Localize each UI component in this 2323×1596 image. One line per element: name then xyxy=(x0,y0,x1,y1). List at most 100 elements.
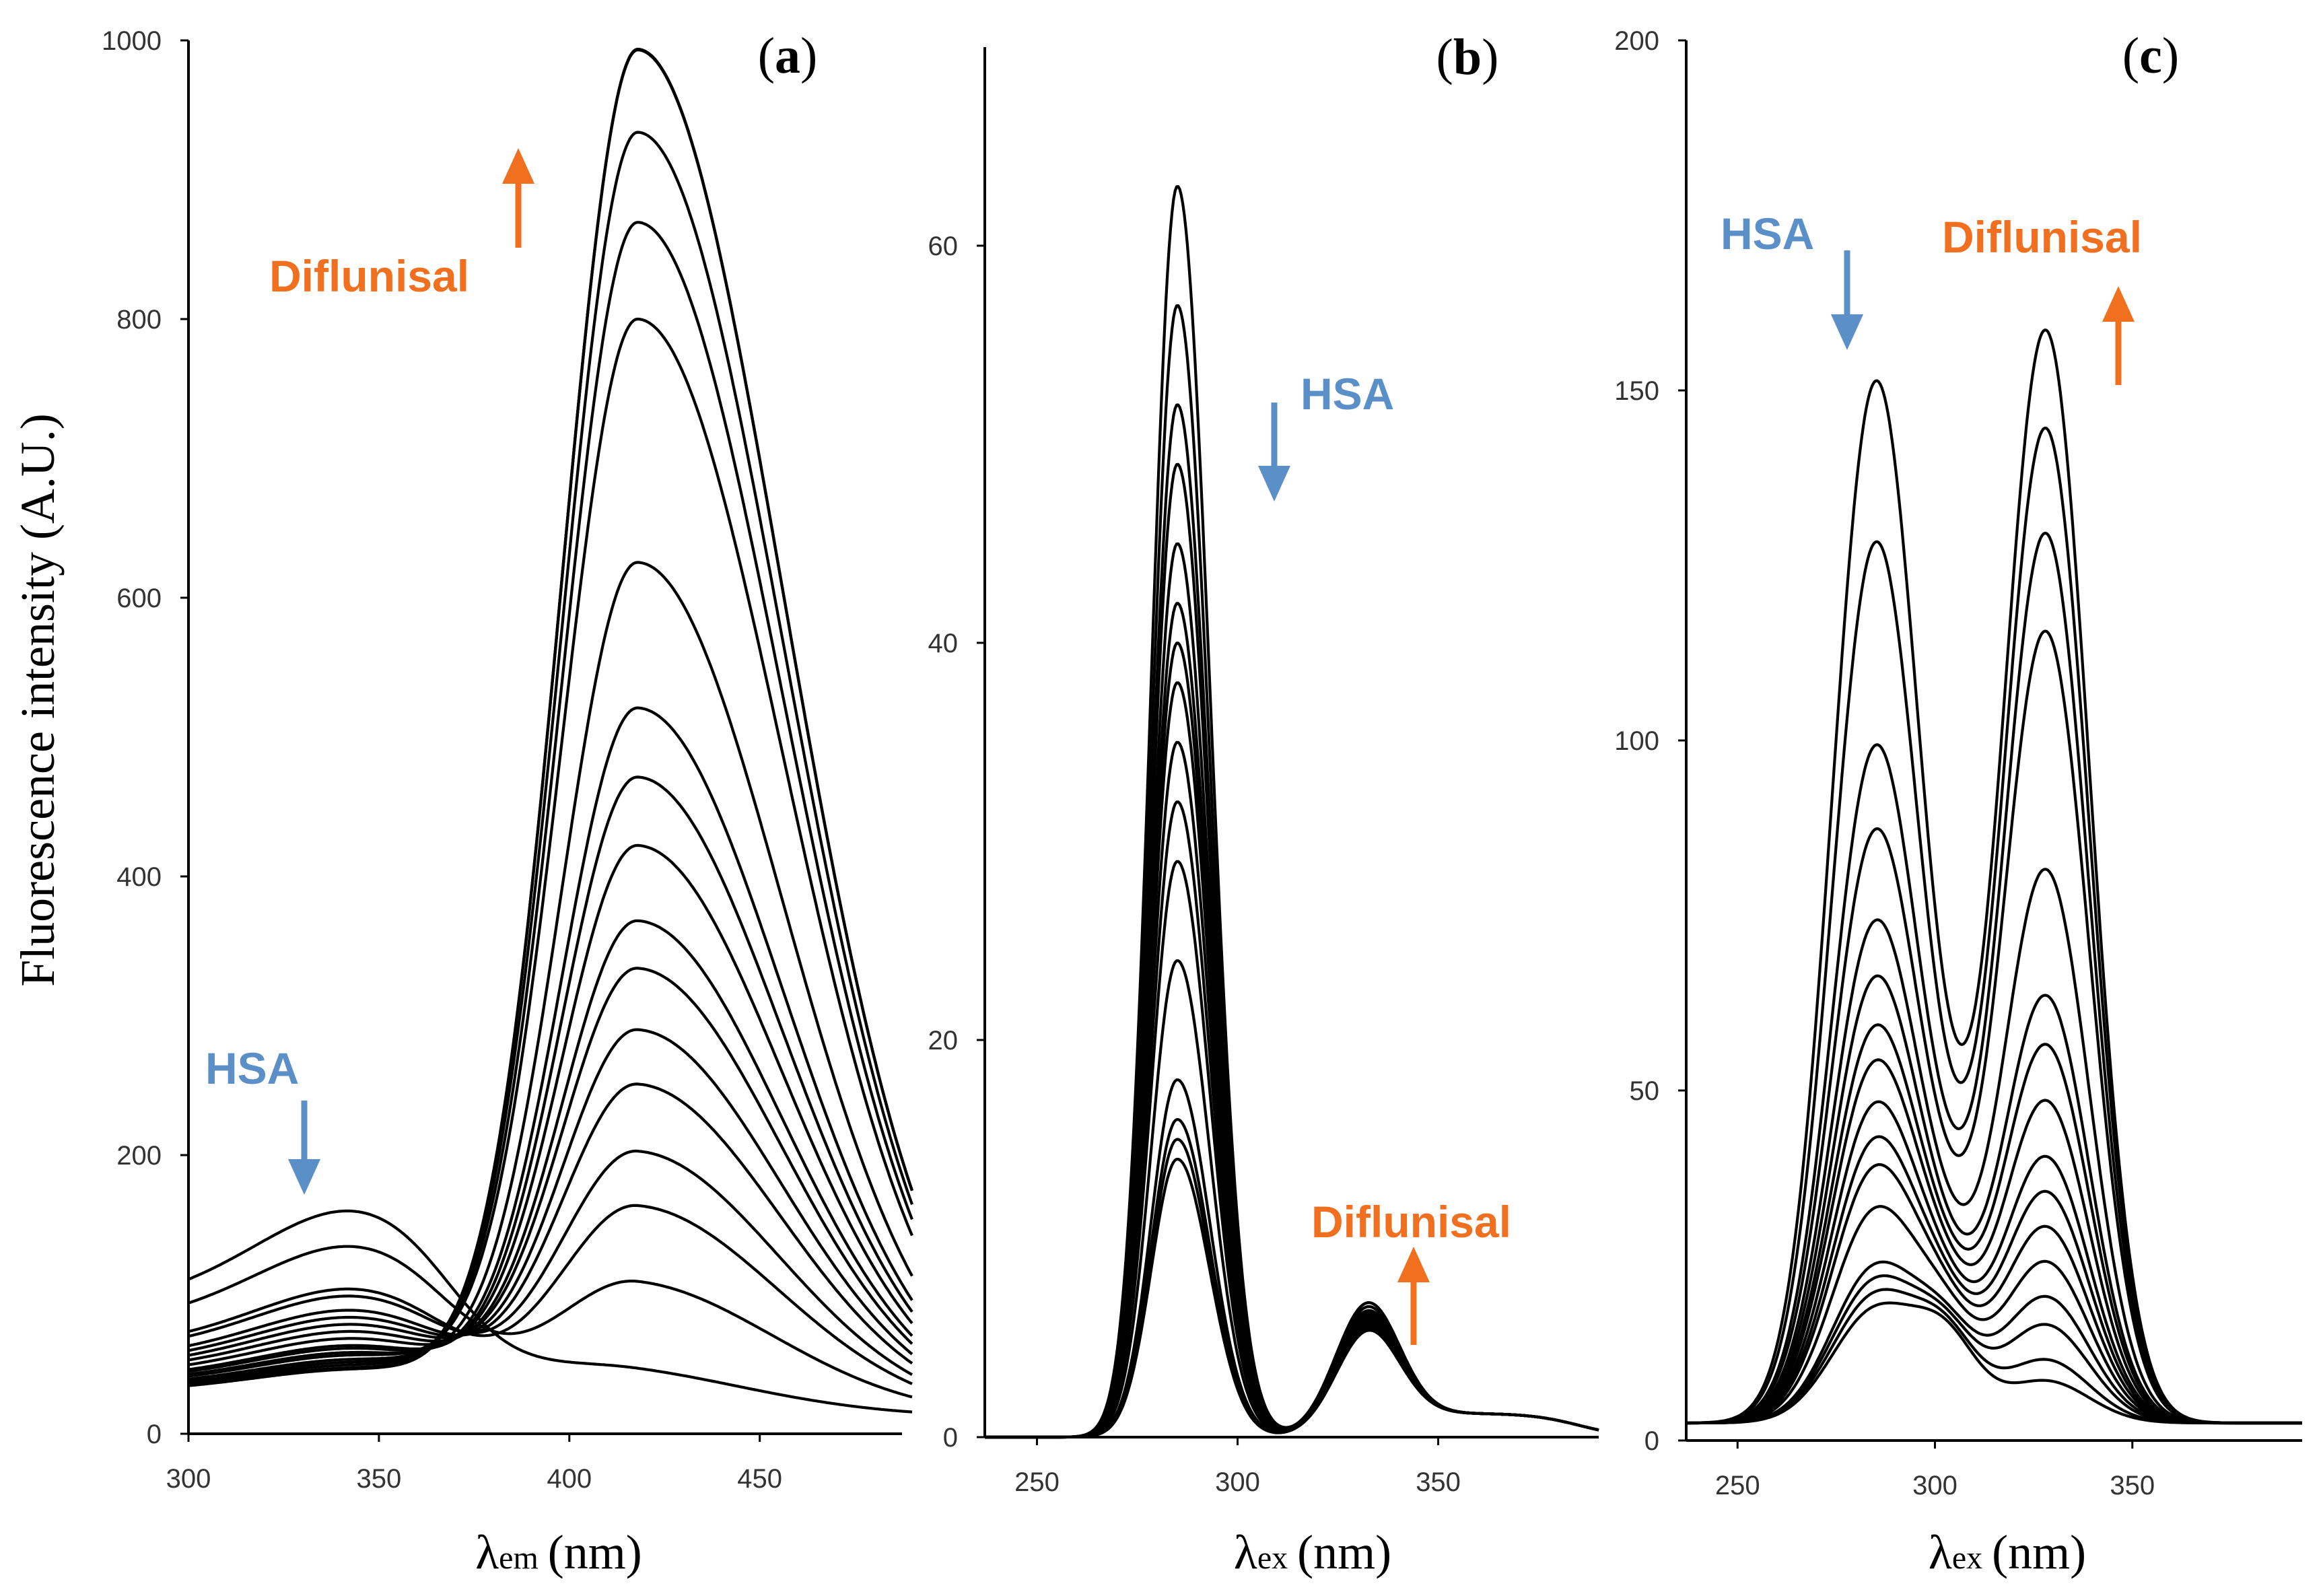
panel-a-series-7 xyxy=(188,967,913,1357)
panel-b-series-15 xyxy=(985,1138,1599,1439)
panel-a-x-title: λem (nm) xyxy=(475,1525,642,1579)
panel-b-curves xyxy=(985,185,1599,1439)
panel-c-series-4 xyxy=(1686,629,2302,1425)
panel-a-diflunisal-label: Diflunisal xyxy=(269,251,469,301)
panel-a-y-ticks: 0 200 400 600 800 1000 xyxy=(102,26,188,1449)
panel-a-x-tick-label: 450 xyxy=(737,1464,782,1494)
panel-b-series-6 xyxy=(985,602,1599,1439)
panel-a-series-9 xyxy=(188,843,913,1366)
panel-a-x-title-symbol: λ xyxy=(475,1525,499,1579)
panel-a-y-tick-label: 800 xyxy=(116,305,162,335)
panel-b-y-ticks: 0 20 40 60 xyxy=(928,232,985,1453)
panel-a-diflunisal-arrow xyxy=(502,148,534,248)
panel-c-diflunisal-arrow xyxy=(2102,286,2135,385)
panel-b-x-title-sub: ex xyxy=(1257,1540,1288,1576)
panel-a-series-14 xyxy=(188,221,913,1381)
panel-c-x-tick-label: 250 xyxy=(1715,1471,1760,1500)
panel-a-series-10 xyxy=(188,775,913,1371)
panel-b-hsa-label: HSA xyxy=(1301,369,1394,419)
panel-c-x-tick-label: 300 xyxy=(1912,1471,1957,1500)
panel-a-series-18 xyxy=(188,48,913,1387)
panel-c-x-title-sub: ex xyxy=(1952,1540,1982,1576)
panel-a-x-tick-label: 350 xyxy=(357,1464,402,1494)
panel-a-series-8 xyxy=(188,919,913,1362)
panel-a-series-1 xyxy=(188,1209,913,1414)
panel-a-series-3 xyxy=(188,1204,913,1385)
panel-a-x-ticks: 300 350 400 450 xyxy=(166,1434,782,1494)
panel-a-series-4 xyxy=(188,1149,913,1377)
panel-b-diflunisal-arrow xyxy=(1397,1247,1430,1345)
panel-b-diflunisal-label: Diflunisal xyxy=(1311,1197,1511,1247)
panel-b-series-13 xyxy=(985,1078,1599,1439)
panel-c: 0 50 100 150 200 250 300 350 (c) λex (nm) HSA D… xyxy=(1614,26,2302,1579)
panel-c-series-16 xyxy=(1686,1301,2302,1425)
panel-a-series-15 xyxy=(188,131,913,1383)
panel-b-x-title-symbol: λ xyxy=(1234,1525,1257,1579)
panel-a-series-11 xyxy=(188,706,913,1373)
panel-b-y-tick-label: 60 xyxy=(928,232,959,261)
panel-a-series-2 xyxy=(188,1245,913,1399)
panel-b-x-tick-label: 300 xyxy=(1215,1467,1260,1497)
panel-a-y-tick-label: 0 xyxy=(147,1420,162,1449)
panel-c-x-title-symbol: λ xyxy=(1929,1525,1952,1579)
panel-c-x-title: λex (nm) xyxy=(1929,1525,2086,1579)
panel-c-diflunisal-label: Diflunisal xyxy=(1942,212,2142,262)
panel-a-y-tick-label: 600 xyxy=(116,584,162,613)
panel-c-x-title-unit: (nm) xyxy=(1992,1525,2086,1579)
panel-b-x-title-unit: (nm) xyxy=(1297,1525,1391,1579)
panel-a-label: (a) xyxy=(758,28,818,84)
panel-a: 0 200 400 600 800 1000 300 350 400 450 (a) λem (n… xyxy=(102,26,913,1579)
panel-a-label-letter: a xyxy=(775,28,800,84)
panel-b-label-letter: b xyxy=(1453,29,1482,85)
panel-a-series-12 xyxy=(188,561,913,1376)
panel-c-y-tick-label: 200 xyxy=(1614,26,1659,56)
panel-b-series-7 xyxy=(985,641,1599,1439)
panel-c-hsa-arrow xyxy=(1831,250,1863,350)
panel-c-x-tick-label: 350 xyxy=(2110,1471,2155,1500)
panel-c-y-tick-label: 100 xyxy=(1614,726,1659,756)
panel-a-hsa-label: HSA xyxy=(205,1043,299,1093)
panel-b-y-tick-label: 40 xyxy=(928,629,959,658)
panel-c-y-ticks: 0 50 100 150 200 xyxy=(1614,26,1686,1456)
panel-b-x-title: λex (nm) xyxy=(1234,1525,1391,1579)
panel-a-x-tick-label: 400 xyxy=(547,1464,592,1494)
panel-c-series-2 xyxy=(1686,426,2302,1425)
panel-b-series-4 xyxy=(985,462,1599,1439)
panel-b-y-tick-label: 0 xyxy=(943,1423,958,1453)
panel-c-series-3 xyxy=(1686,531,2302,1425)
panel-c-label-letter: c xyxy=(2139,28,2162,84)
panel-b-series-5 xyxy=(985,542,1599,1439)
panel-b-series-3 xyxy=(985,403,1599,1439)
panel-a-series-13 xyxy=(188,317,913,1378)
panel-c-series-7 xyxy=(1686,1023,2302,1425)
panel-a-hsa-arrow xyxy=(288,1101,320,1195)
panel-a-series-5 xyxy=(188,1082,913,1365)
panel-b-x-ticks: 250 300 350 xyxy=(1014,1437,1461,1497)
panel-b-y-tick-label: 20 xyxy=(928,1026,959,1055)
panel-c-x-ticks: 250 300 350 xyxy=(1715,1441,2155,1500)
panel-b-x-tick-label: 350 xyxy=(1416,1467,1461,1497)
panel-b-series-10 xyxy=(985,800,1599,1439)
panel-b-series-9 xyxy=(985,740,1599,1439)
panel-b-series-1 xyxy=(985,185,1599,1439)
panel-b-series-14 xyxy=(985,1118,1599,1439)
panel-a-y-tick-label: 200 xyxy=(116,1141,162,1171)
panel-c-y-tick-label: 50 xyxy=(1630,1076,1660,1106)
panel-b: 0 20 40 60 250 300 350 (b) λex (nm) HSA Diflun… xyxy=(928,29,1599,1579)
panel-b-x-tick-label: 250 xyxy=(1014,1467,1060,1497)
panel-c-hsa-label: HSA xyxy=(1721,209,1814,258)
panel-c-label: (c) xyxy=(2122,28,2179,84)
panel-c-y-tick-label: 150 xyxy=(1614,376,1659,406)
panel-b-series-11 xyxy=(985,860,1599,1439)
panel-b-label: (b) xyxy=(1436,29,1499,85)
panel-c-y-tick-label: 0 xyxy=(1644,1426,1659,1456)
y-axis-title: Fluorescence intensity (A.U.) xyxy=(11,413,65,987)
panel-b-series-8 xyxy=(985,681,1599,1439)
panel-a-y-tick-label: 1000 xyxy=(102,26,162,56)
panel-a-curves xyxy=(188,48,913,1414)
panel-a-y-tick-label: 400 xyxy=(116,862,162,892)
panel-b-hsa-arrow xyxy=(1258,403,1290,501)
panel-c-curves xyxy=(1686,328,2302,1425)
panel-a-x-tick-label: 300 xyxy=(166,1464,211,1494)
